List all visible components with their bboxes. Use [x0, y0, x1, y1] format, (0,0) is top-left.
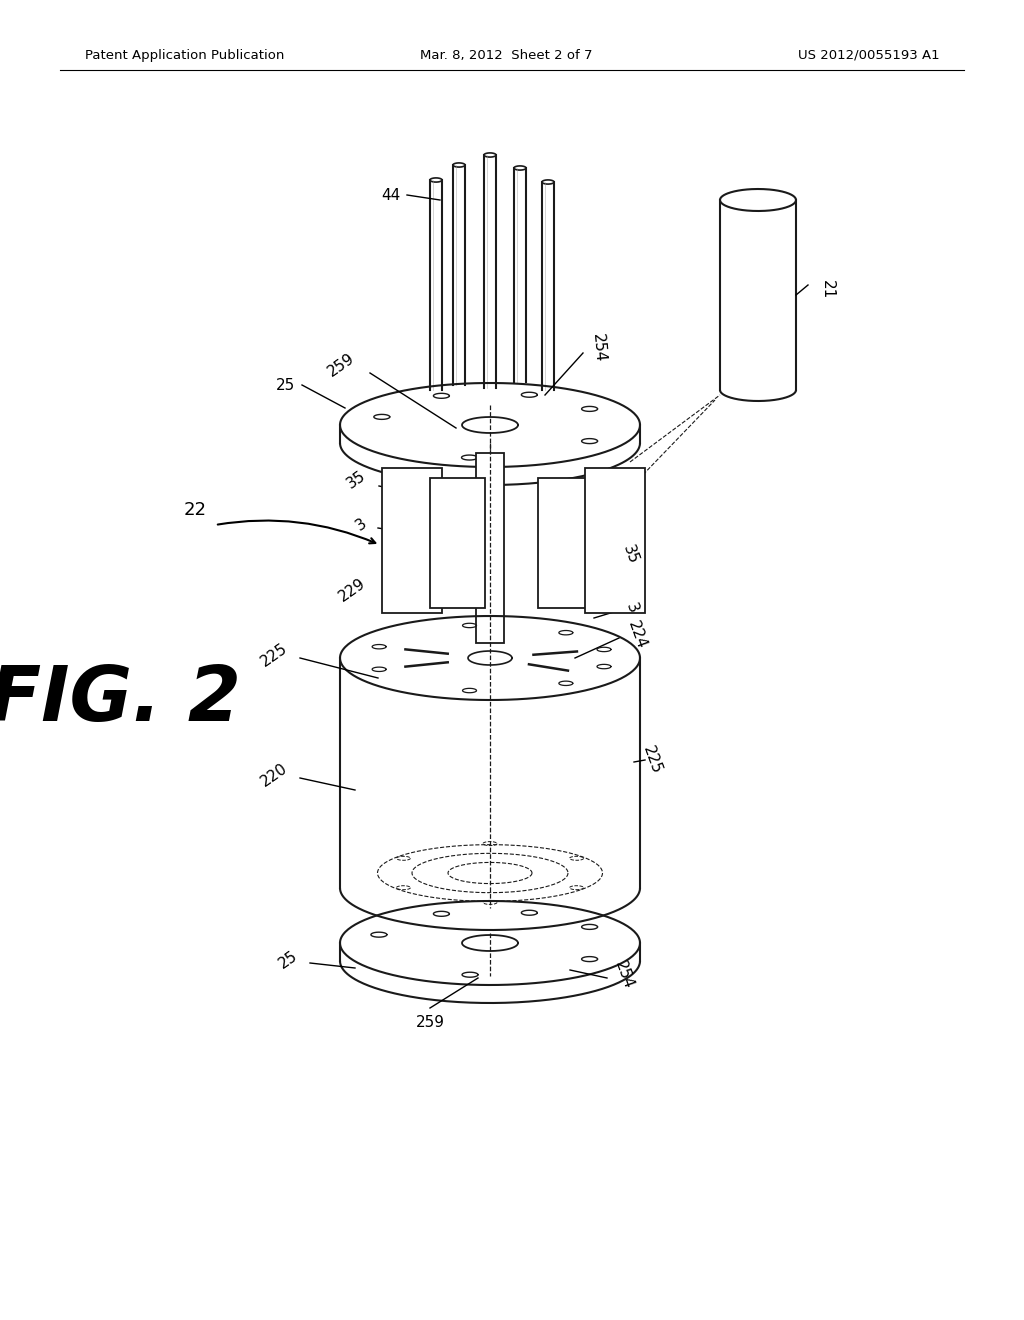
Bar	[476, 453, 504, 643]
Text: 254: 254	[612, 958, 636, 991]
Text: 259: 259	[325, 351, 357, 379]
Text: US 2012/0055193 A1: US 2012/0055193 A1	[799, 49, 940, 62]
Text: Patent Application Publication: Patent Application Publication	[85, 49, 285, 62]
FancyBboxPatch shape	[430, 478, 485, 609]
Text: 224: 224	[625, 619, 649, 651]
Text: 254: 254	[590, 333, 607, 363]
Text: 35: 35	[620, 544, 641, 566]
FancyBboxPatch shape	[585, 469, 645, 612]
Text: 3: 3	[623, 601, 640, 615]
Text: 229: 229	[336, 576, 368, 605]
Text: Mar. 8, 2012  Sheet 2 of 7: Mar. 8, 2012 Sheet 2 of 7	[420, 49, 593, 62]
Text: 3: 3	[353, 516, 370, 533]
Text: 44: 44	[381, 187, 400, 202]
Text: 225: 225	[640, 744, 664, 776]
Text: 35: 35	[343, 469, 368, 492]
Text: 220: 220	[258, 760, 290, 789]
Text: 25: 25	[275, 948, 300, 972]
FancyBboxPatch shape	[538, 478, 593, 609]
Text: 21: 21	[820, 280, 835, 300]
Text: 25: 25	[275, 378, 295, 392]
Text: FIG. 2: FIG. 2	[0, 663, 241, 737]
Text: 22: 22	[183, 502, 207, 519]
Text: 259: 259	[416, 1015, 444, 1030]
FancyBboxPatch shape	[382, 469, 442, 612]
Text: 225: 225	[258, 640, 290, 669]
